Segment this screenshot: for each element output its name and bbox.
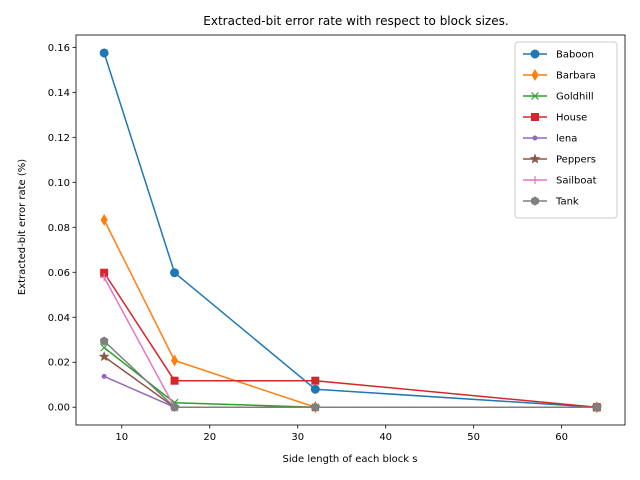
data-point-tank	[100, 336, 109, 346]
legend-item-barbara: Barbara	[523, 69, 596, 82]
y-tick-label: 0.06	[48, 268, 70, 279]
data-point-tank	[170, 402, 179, 412]
data-point-barbara	[170, 354, 179, 367]
x-tick-label: 40	[379, 432, 392, 443]
plot-area	[75, 34, 626, 426]
legend-marker-sailboat	[531, 176, 539, 184]
series-line-sailboat	[103, 276, 597, 408]
legend-label: Tank	[555, 197, 579, 208]
plot-frame	[75, 34, 626, 426]
legend-item-tank: Tank	[523, 196, 579, 208]
data-point-barbara	[100, 213, 108, 226]
y-tick-label: 0.04	[48, 313, 70, 324]
legend-item-goldhill: Goldhill	[523, 92, 594, 103]
legend-label: Baboon	[556, 50, 594, 61]
y-tick-label: 0.02	[48, 358, 70, 369]
legend-label: Barbara	[556, 71, 596, 82]
legend-item-lena: lena	[523, 134, 577, 145]
legend-label: House	[556, 113, 587, 124]
legend-marker-barbara	[531, 69, 539, 81]
data-point-sailboat	[100, 273, 109, 282]
series-tank	[100, 336, 601, 412]
legend-box	[514, 41, 618, 219]
x-axis-label: Side length of each block s	[283, 454, 418, 465]
y-tick-label: 0.08	[48, 223, 70, 234]
legend-label: Sailboat	[556, 176, 597, 187]
legend-marker-goldhill	[531, 92, 539, 100]
data-point-house	[170, 376, 179, 385]
legend-label: Goldhill	[556, 92, 594, 103]
x-axis: 10 20 30 40 50 60	[115, 425, 568, 443]
legend-marker-peppers	[529, 153, 541, 164]
series-line-house	[103, 272, 597, 408]
legend-label: Peppers	[556, 155, 596, 166]
legend-item-sailboat: Sailboat	[523, 176, 597, 187]
legend-item-baboon: Baboon	[523, 49, 594, 61]
legend-marker-house	[531, 113, 539, 121]
data-point-baboon	[170, 268, 180, 278]
legend: Baboon Barbara Goldhill House lena Peppers Sai…	[514, 41, 618, 219]
y-axis-label: Extracted-bit error rate (%)	[17, 159, 28, 295]
legend-marker-tank	[531, 196, 539, 206]
chart-title: Extracted-bit error rate with respect to…	[203, 14, 508, 28]
data-point-tank	[592, 402, 601, 412]
x-tick-label: 10	[115, 432, 128, 443]
x-tick-label: 60	[555, 432, 568, 443]
legend-marker-lena	[532, 135, 538, 141]
x-tick-label: 50	[467, 432, 480, 443]
legend-item-house: House	[523, 113, 587, 124]
x-tick-label: 30	[291, 432, 304, 443]
data-point-goldhill	[100, 343, 109, 352]
legend-label: lena	[556, 134, 577, 145]
legend-marker-baboon	[530, 49, 540, 59]
data-point-tank	[311, 402, 320, 412]
data-point-house	[311, 376, 320, 385]
series-sailboat	[100, 273, 601, 412]
data-point-baboon	[99, 48, 109, 58]
y-tick-label: 0.12	[48, 133, 70, 144]
legend-item-peppers: Peppers	[523, 153, 596, 166]
series-line-tank	[103, 340, 597, 408]
y-tick-label: 0.14	[48, 88, 70, 99]
y-axis: 0.00 0.02 0.04 0.06 0.08 0.10 0.12 0.14 0.16	[48, 43, 76, 414]
x-tick-label: 20	[203, 432, 216, 443]
series-house	[100, 268, 601, 412]
data-point-baboon	[310, 384, 320, 394]
series-line-baboon	[103, 52, 597, 408]
y-tick-label: 0.10	[48, 178, 70, 189]
y-tick-label: 0.00	[48, 403, 70, 414]
y-tick-label: 0.16	[48, 43, 70, 54]
data-point-lena	[101, 373, 107, 379]
data-point-peppers	[98, 351, 110, 362]
series-group	[98, 48, 603, 414]
